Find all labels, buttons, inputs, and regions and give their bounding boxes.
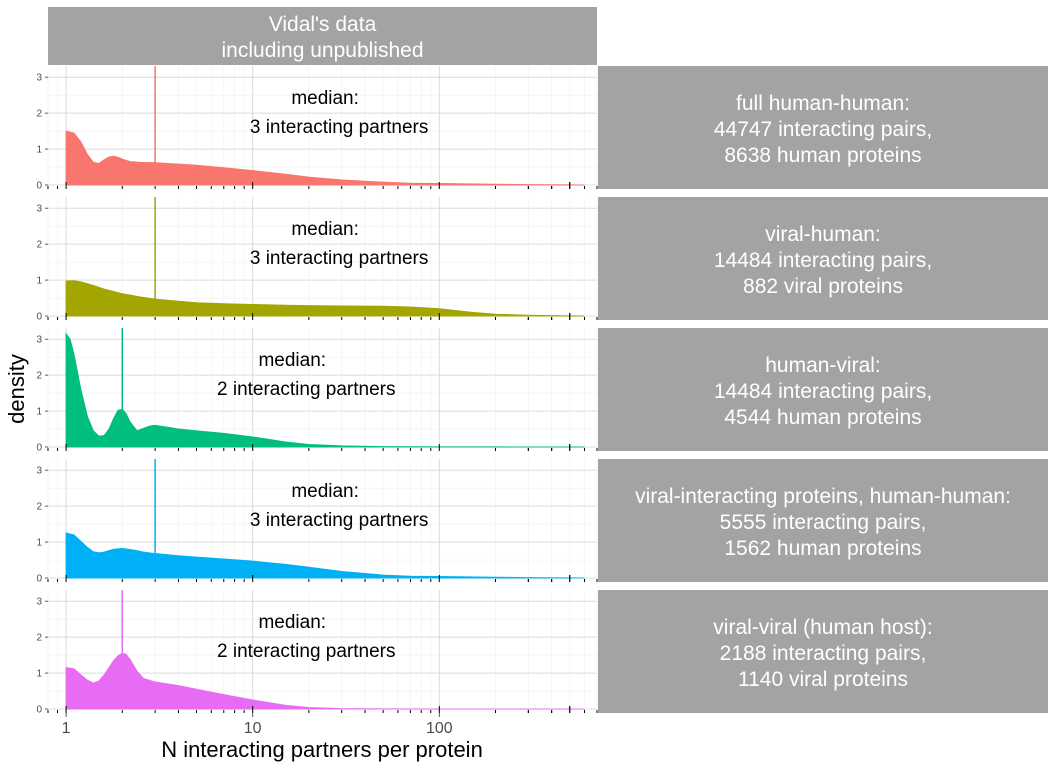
row-strip-label: 1140 viral proteins [738, 668, 908, 691]
y-tick-label: 2 [36, 109, 42, 120]
row-strip-label: 882 viral proteins [743, 275, 903, 298]
y-axis-title: density [4, 354, 29, 424]
density-area [65, 532, 585, 579]
row-strip-label: 4544 human proteins [724, 406, 921, 429]
y-tick-label: 1 [36, 407, 42, 418]
row-strip-label: viral-viral (human host): [713, 616, 932, 639]
median-annotation-title: median: [258, 612, 326, 633]
strip-layer: Vidal's data including unpublished full hu… [48, 7, 1048, 713]
x-tick-label: 10 [244, 720, 262, 737]
row-strip-label: human-viral: [765, 354, 881, 377]
median-annotation-title: median: [291, 219, 359, 240]
row-strip [598, 197, 1048, 320]
y-tick-label: 0 [36, 705, 42, 716]
y-tick-label: 2 [36, 371, 42, 382]
median-annotation-value: 3 interacting partners [250, 510, 429, 531]
y-tick-label: 1 [36, 276, 42, 287]
row-strip-label: 2188 interacting pairs, [720, 642, 927, 665]
x-tick-label: 1 [62, 720, 71, 737]
grid-layer [47, 66, 598, 713]
row-strip-label: 1562 human proteins [724, 537, 921, 560]
median-annotation-value: 3 interacting partners [250, 117, 429, 138]
density-area [65, 280, 585, 317]
x-tick-label: 100 [426, 720, 453, 737]
median-annotation-title: median: [291, 481, 359, 502]
y-tick-label: 1 [36, 669, 42, 680]
row-strip [598, 590, 1048, 713]
data-layer: median: 3 interacting partners median: 3 in… [47, 66, 598, 713]
row-strip-label: 14484 interacting pairs, [714, 249, 932, 272]
y-tick-label: 3 [36, 466, 42, 477]
column-strip-label: Vidal's data [269, 13, 377, 36]
y-tick-label: 1 [36, 145, 42, 156]
density-area [65, 332, 585, 448]
y-tick-label: 3 [36, 597, 42, 608]
row-strip [598, 328, 1048, 451]
y-tick-label: 2 [36, 633, 42, 644]
axis-layer: N interacting partners per protein densi… [4, 73, 483, 762]
median-annotation-title: median: [258, 350, 326, 371]
y-tick-label: 3 [36, 335, 42, 346]
y-tick-label: 1 [36, 538, 42, 549]
y-tick-label: 0 [36, 312, 42, 323]
density-area [65, 652, 585, 710]
median-annotation-value: 2 interacting partners [217, 379, 396, 400]
y-tick-label: 3 [36, 204, 42, 215]
median-annotation-value: 3 interacting partners [250, 248, 429, 269]
row-strip-label: viral-human: [765, 223, 881, 246]
y-tick-label: 0 [36, 181, 42, 192]
row-strip [598, 66, 1048, 189]
median-annotation-value: 2 interacting partners [217, 641, 396, 662]
x-axis-title: N interacting partners per protein [161, 737, 483, 762]
row-strip-label: 14484 interacting pairs, [714, 380, 932, 403]
column-strip [48, 7, 597, 65]
row-strip-label: viral-interacting proteins, human-human: [635, 485, 1011, 508]
y-tick-label: 2 [36, 502, 42, 513]
column-strip-label: including unpublished [222, 39, 424, 62]
row-strip-label: full human-human: [736, 92, 910, 115]
median-annotation-title: median: [291, 88, 359, 109]
row-strip-label: 5555 interacting pairs, [720, 511, 927, 534]
row-strip-label: 8638 human proteins [724, 144, 921, 167]
row-strip [598, 459, 1048, 582]
y-tick-label: 0 [36, 574, 42, 585]
y-tick-label: 2 [36, 240, 42, 251]
y-tick-label: 3 [36, 73, 42, 84]
density-area [65, 130, 585, 186]
y-tick-label: 0 [36, 443, 42, 454]
row-strip-label: 44747 interacting pairs, [714, 118, 932, 141]
